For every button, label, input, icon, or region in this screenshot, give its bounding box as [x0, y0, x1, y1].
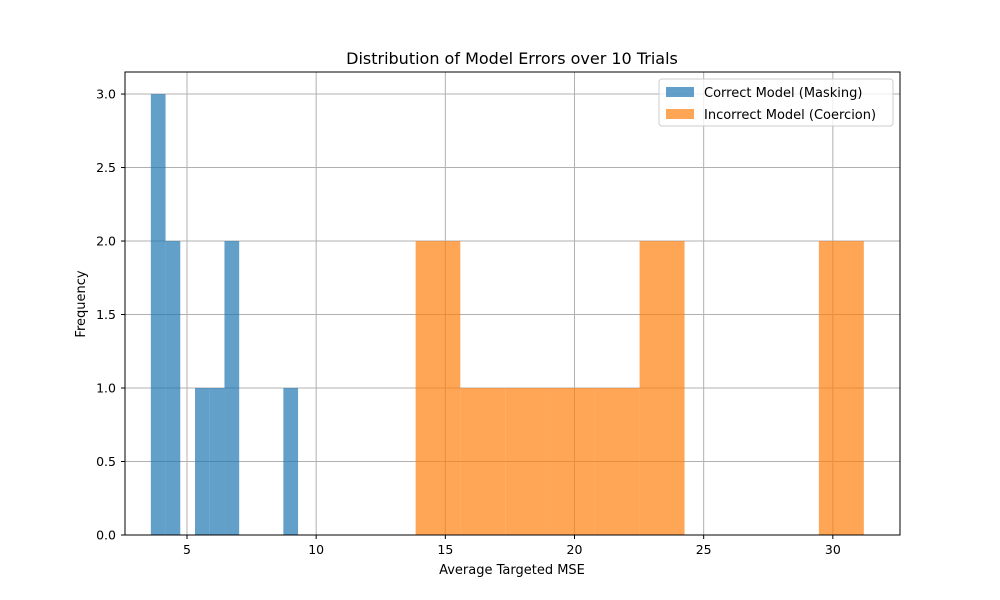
chart-title: Distribution of Model Errors over 10 Tri… — [346, 49, 678, 68]
y-tick-label: 0.0 — [96, 528, 116, 543]
legend-label: Incorrect Model (Coercion) — [704, 108, 876, 123]
histogram-bar-series-1 — [150, 94, 166, 536]
y-tick-label: 1.0 — [96, 381, 116, 396]
legend-box — [658, 78, 894, 127]
x-tick-label: 30 — [825, 542, 841, 557]
x-tick-label: 5 — [183, 542, 191, 557]
histogram-bar-series-1 — [165, 241, 181, 536]
histogram-bar-series-2 — [460, 388, 506, 535]
y-tick-label: 2.0 — [96, 234, 116, 249]
histogram-bar-series-2 — [639, 241, 685, 536]
histogram-bar-series-2 — [549, 388, 595, 535]
histogram-bar-series-1 — [195, 388, 210, 535]
y-tick-label: 0.5 — [96, 454, 116, 469]
x-axis-label: Average Targeted MSE — [439, 563, 585, 578]
histogram-bar-series-1 — [224, 241, 240, 536]
legend-label: Correct Model (Masking) — [704, 86, 862, 101]
plot-area-frame — [124, 71, 901, 536]
x-tick-label: 10 — [308, 542, 324, 557]
histogram-bar-series-1 — [283, 388, 299, 535]
legend: Correct Model (Masking) Incorrect Model (… — [658, 78, 894, 127]
histogram-bar-series-2 — [415, 241, 461, 536]
histogram-bar-series-2 — [594, 388, 640, 535]
y-axis-label: Frequency — [74, 270, 89, 337]
legend-swatch — [666, 87, 694, 97]
histogram-bar-series-2 — [818, 241, 864, 536]
x-tick-label: 20 — [567, 542, 583, 557]
x-tick-label: 25 — [696, 542, 712, 557]
x-axis-ticks: 5 10 15 20 25 30 — [183, 535, 841, 557]
x-tick-label: 15 — [437, 542, 453, 557]
y-tick-label: 1.5 — [96, 307, 116, 322]
histogram-bar-series-2 — [505, 388, 550, 535]
y-tick-label: 2.5 — [96, 160, 116, 175]
y-axis-ticks: 0.0 0.5 1.0 1.5 2.0 2.5 3.0 — [96, 87, 125, 543]
y-tick-label: 3.0 — [96, 87, 116, 102]
legend-swatch — [666, 109, 694, 119]
histogram-bar-series-1 — [209, 388, 225, 535]
histogram-bars — [150, 94, 864, 536]
